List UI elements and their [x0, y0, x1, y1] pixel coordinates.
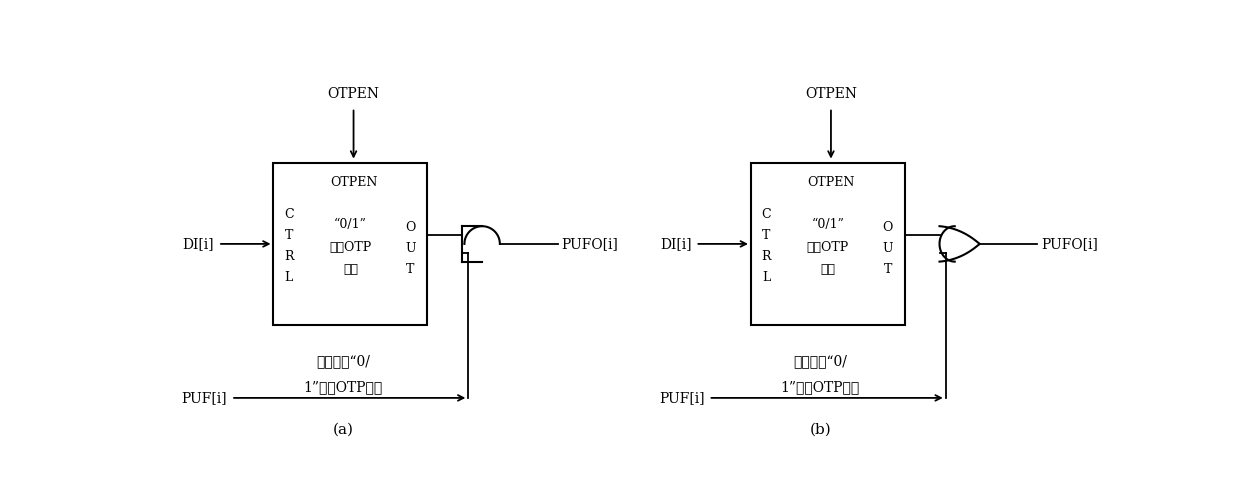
Bar — [751, 163, 904, 325]
Text: OTPEN: OTPEN — [330, 176, 377, 189]
Text: 1”编辑OTP电路: 1”编辑OTP电路 — [304, 380, 383, 394]
Text: OTPEN: OTPEN — [805, 87, 857, 101]
Text: 1”编辑OTP电路: 1”编辑OTP电路 — [781, 380, 860, 394]
Text: “0/1”: “0/1” — [812, 218, 844, 231]
Text: 编辑OTP: 编辑OTP — [330, 241, 372, 253]
Text: (b): (b) — [809, 423, 831, 437]
Text: OTPEN: OTPEN — [808, 176, 855, 189]
Text: 电路: 电路 — [343, 263, 358, 276]
Text: C: C — [284, 208, 294, 221]
Text: L: L — [285, 271, 292, 284]
Text: DI[i]: DI[i] — [660, 237, 691, 251]
Text: R: R — [762, 250, 771, 263]
Text: OTPEN: OTPEN — [327, 87, 379, 101]
Bar — [274, 163, 427, 325]
Text: PUFO[i]: PUFO[i] — [561, 237, 618, 251]
Text: U: U — [405, 242, 416, 255]
Text: L: L — [762, 271, 771, 284]
Text: C: C — [762, 208, 771, 221]
Text: 输出密鑰“0/: 输出密鑰“0/ — [793, 354, 847, 368]
Text: 编辑OTP: 编辑OTP — [807, 241, 849, 253]
Text: U: U — [882, 242, 893, 255]
Text: PUF[i]: PUF[i] — [182, 391, 227, 405]
Text: 输出密鑰“0/: 输出密鑰“0/ — [316, 354, 369, 368]
Text: T: T — [762, 230, 771, 243]
Text: O: O — [405, 221, 416, 234]
Text: O: O — [882, 221, 893, 234]
Text: T: T — [285, 230, 294, 243]
Text: R: R — [284, 250, 294, 263]
Text: PUF[i]: PUF[i] — [659, 391, 705, 405]
Text: “0/1”: “0/1” — [335, 218, 367, 231]
Text: (a): (a) — [332, 423, 353, 437]
Text: PUFO[i]: PUFO[i] — [1041, 237, 1098, 251]
Text: T: T — [883, 263, 892, 276]
Text: 电路: 电路 — [820, 263, 835, 276]
Text: T: T — [406, 263, 415, 276]
Text: DI[i]: DI[i] — [182, 237, 214, 251]
